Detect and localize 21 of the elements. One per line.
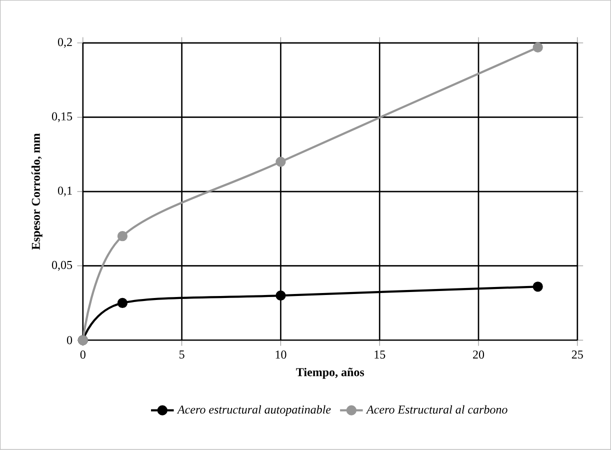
y-tick-label: 0 (66, 336, 72, 344)
point (276, 156, 286, 168)
x-tick-label: 10 (276, 350, 286, 359)
x-tick-label: 0 (80, 350, 86, 359)
x-tick-label: 5 (180, 350, 184, 359)
x-tick-label: 15 (374, 350, 386, 359)
point (532, 282, 543, 292)
x-tick-label: 25 (572, 350, 583, 359)
y-tick-label: 0,15 (52, 112, 72, 122)
legend-label: Acero estructural autopatinable (176, 405, 331, 416)
y-axis-title: Espesor Corroído, mm (31, 134, 42, 250)
point (117, 231, 128, 242)
y-tick-label: 0,1 (58, 186, 72, 197)
x-axis-title: Tiempo, años (296, 368, 364, 379)
y-tick-label: 0,05 (52, 261, 72, 271)
point (532, 42, 543, 53)
x-tick-label: 20 (473, 350, 484, 359)
point (117, 298, 128, 308)
y-tick-label: 0,2 (58, 38, 72, 48)
point (276, 290, 286, 301)
legend-label: Acero Estructural al carbono (366, 405, 508, 414)
